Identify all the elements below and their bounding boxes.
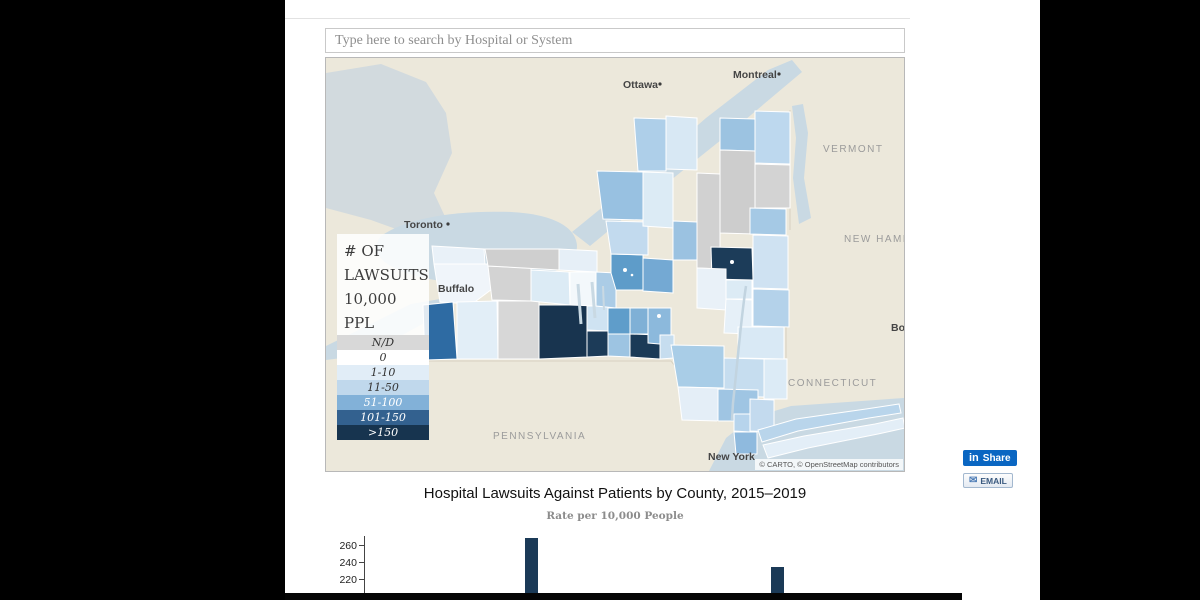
legend-title-line: LAWSUITS — [344, 266, 429, 284]
linkedin-share-label: Share — [982, 452, 1011, 464]
email-share-button[interactable]: ✉ EMAIL — [963, 473, 1013, 488]
map-label-new-york: New York — [708, 451, 755, 463]
chart-subtitle: Rate per 10,000 People — [546, 510, 684, 522]
map-label-connecticut: CONNECTICUT — [788, 378, 877, 389]
chart-bar — [525, 538, 538, 600]
y-tick-mark — [359, 579, 364, 580]
y-tick-mark — [359, 562, 364, 563]
choropleth-map[interactable]: Toronto Ottawa Montreal Buffalo VERMONT … — [326, 58, 904, 471]
bottom-black-strip — [285, 593, 962, 600]
share-column: in Share ✉ EMAIL — [963, 448, 1035, 488]
legend-item-51-100: 51-100 — [337, 395, 429, 410]
map-container[interactable]: Toronto Ottawa Montreal Buffalo VERMONT … — [325, 57, 905, 472]
county-polygons[interactable] — [422, 110, 904, 459]
legend-item-0: 0 — [337, 350, 429, 365]
toronto-city-dot — [446, 222, 450, 226]
map-labels: Toronto Ottawa Montreal Buffalo VERMONT … — [404, 69, 904, 463]
y-tick-label: 220 — [339, 574, 357, 586]
montreal-city-dot — [777, 72, 781, 76]
y-tick-label: 240 — [339, 557, 357, 569]
linkedin-logo-icon: in — [969, 452, 979, 464]
envelope-icon: ✉ — [969, 475, 978, 486]
search-input[interactable] — [325, 28, 905, 53]
page-content: Toronto Ottawa Montreal Buffalo VERMONT … — [285, 0, 1040, 600]
map-label-toronto: Toronto — [404, 219, 443, 231]
map-label-pennsylvania: PENNSYLVANIA — [493, 431, 586, 442]
map-label-montreal: Montreal — [733, 69, 777, 81]
y-tick-label: 260 — [339, 540, 357, 552]
map-attribution: © CARTO, © OpenStreetMap contributors — [755, 459, 903, 470]
map-label-buffalo: Buffalo — [438, 283, 474, 295]
hudson-river — [730, 285, 748, 421]
legend-item-11-50: 11-50 — [337, 380, 429, 395]
legend-item-1-10: 1-10 — [337, 365, 429, 380]
map-legend: # OF LAWSUITS 10,000 PPL N/D 0 1-10 11-5… — [337, 234, 429, 440]
legend-title-line: # OF — [344, 242, 385, 260]
legend-item-over150: >150 — [337, 425, 429, 440]
ottawa-city-dot — [658, 82, 662, 86]
map-label-vermont: VERMONT — [823, 144, 884, 155]
y-axis-line — [364, 536, 365, 600]
legend-item-nd: N/D — [337, 335, 429, 350]
city-markers — [623, 260, 734, 318]
header-divider — [285, 18, 910, 19]
legend-item-101-150: 101-150 — [337, 410, 429, 425]
map-label-boston: Bo — [891, 322, 904, 334]
legend-title-line: 10,000 — [344, 290, 397, 308]
y-tick-mark — [359, 545, 364, 546]
chart-bar — [771, 567, 784, 600]
chart-title: Hospital Lawsuits Against Patients by Co… — [423, 485, 807, 502]
linkedin-share-button[interactable]: in Share — [963, 450, 1017, 466]
map-label-new-hampshire: NEW HAMP — [844, 234, 904, 245]
email-share-label: EMAIL — [980, 475, 1007, 486]
finger-lakes — [576, 281, 605, 325]
legend-title-line: PPL — [344, 314, 375, 332]
map-label-ottawa: Ottawa — [623, 79, 658, 91]
